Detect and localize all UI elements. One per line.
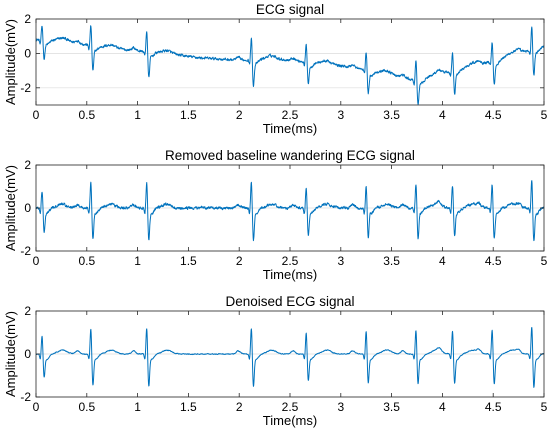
baseline-removed-x-tick-label: 3.5 [383, 254, 400, 268]
baseline-removed-trace [35, 180, 545, 242]
denoised-x-tick-label: 1 [134, 400, 141, 414]
baseline-removed-y-tick-label: 2 [24, 158, 31, 172]
ecg-signal-x-tick-label: 3 [337, 108, 344, 122]
denoised-x-tick-label: 0.5 [78, 400, 95, 414]
denoised-x-tick-label: 4.5 [485, 400, 502, 414]
baseline-removed-x-tick-label: 0.5 [78, 254, 95, 268]
ecg-signal-y-tick-label: 2 [24, 12, 31, 26]
denoised-x-tick-label: 1.5 [180, 400, 197, 414]
baseline-removed-x-tick-label: 1 [134, 254, 141, 268]
baseline-removed-title: Removed baseline wandering ECG signal [165, 148, 415, 163]
baseline-removed-x-tick-label: 1.5 [180, 254, 197, 268]
denoised-x-tick-label: 3 [337, 400, 344, 414]
baseline-removed-x-tick-label: 0 [33, 254, 40, 268]
baseline-removed-y-axis-label: Amplitude(mV) [3, 165, 18, 251]
baseline-removed-x-tick-label: 2 [236, 254, 243, 268]
denoised-x-tick-label: 0 [33, 400, 40, 414]
denoised-x-tick-label: 5 [541, 400, 548, 414]
ecg-signal-x-tick-label: 4 [439, 108, 446, 122]
baseline-removed-x-tick-label: 2.5 [282, 254, 299, 268]
denoised-x-tick-label: 3.5 [383, 400, 400, 414]
ecg-signal-y-tick-label: 0 [24, 46, 31, 60]
ecg-signal-y-tick-label: -2 [20, 81, 31, 95]
denoised-trace [35, 326, 545, 388]
ecg-signal-trace [35, 25, 545, 105]
ecg-signal-x-tick-label: 1 [134, 108, 141, 122]
ecg-signal-x-tick-label: 2.5 [282, 108, 299, 122]
ecg-signal-title: ECG signal [256, 2, 324, 17]
baseline-removed-x-axis-label: Time(ms) [263, 267, 317, 282]
baseline-removed-x-tick-label: 4.5 [485, 254, 502, 268]
ecg-signal-x-tick-label: 3.5 [383, 108, 400, 122]
ecg-signal-x-tick-label: 0 [33, 108, 40, 122]
baseline-removed-x-tick-label: 3 [337, 254, 344, 268]
ecg-signal-x-tick-label: 2 [236, 108, 243, 122]
baseline-removed-x-tick-label: 4 [439, 254, 446, 268]
denoised-y-tick-label: 2 [24, 304, 31, 318]
ecg-signal-x-tick-label: 1.5 [180, 108, 197, 122]
denoised-title: Denoised ECG signal [225, 294, 354, 309]
denoised-y-tick-label: -2 [20, 390, 31, 404]
denoised-x-tick-label: 2 [236, 400, 243, 414]
ecg-signal-axes-frame [35, 18, 545, 106]
denoised-x-tick-label: 2.5 [282, 400, 299, 414]
baseline-removed-y-tick-label: -2 [20, 244, 31, 258]
baseline-removed-y-tick-label: 0 [24, 201, 31, 215]
denoised-y-axis-label: Amplitude(mV) [3, 311, 18, 397]
ecg-signal-x-axis-label: Time(ms) [263, 121, 317, 136]
ecg-signal-x-tick-label: 5 [541, 108, 548, 122]
baseline-removed-x-tick-label: 5 [541, 254, 548, 268]
ecg-signal-y-axis-label: Amplitude(mV) [3, 19, 18, 105]
ecg-signal-x-tick-label: 4.5 [485, 108, 502, 122]
ecg-signal-x-tick-label: 0.5 [78, 108, 95, 122]
denoised-y-tick-label: 0 [24, 347, 31, 361]
denoised-x-tick-label: 4 [439, 400, 446, 414]
denoised-x-axis-label: Time(ms) [263, 413, 317, 428]
